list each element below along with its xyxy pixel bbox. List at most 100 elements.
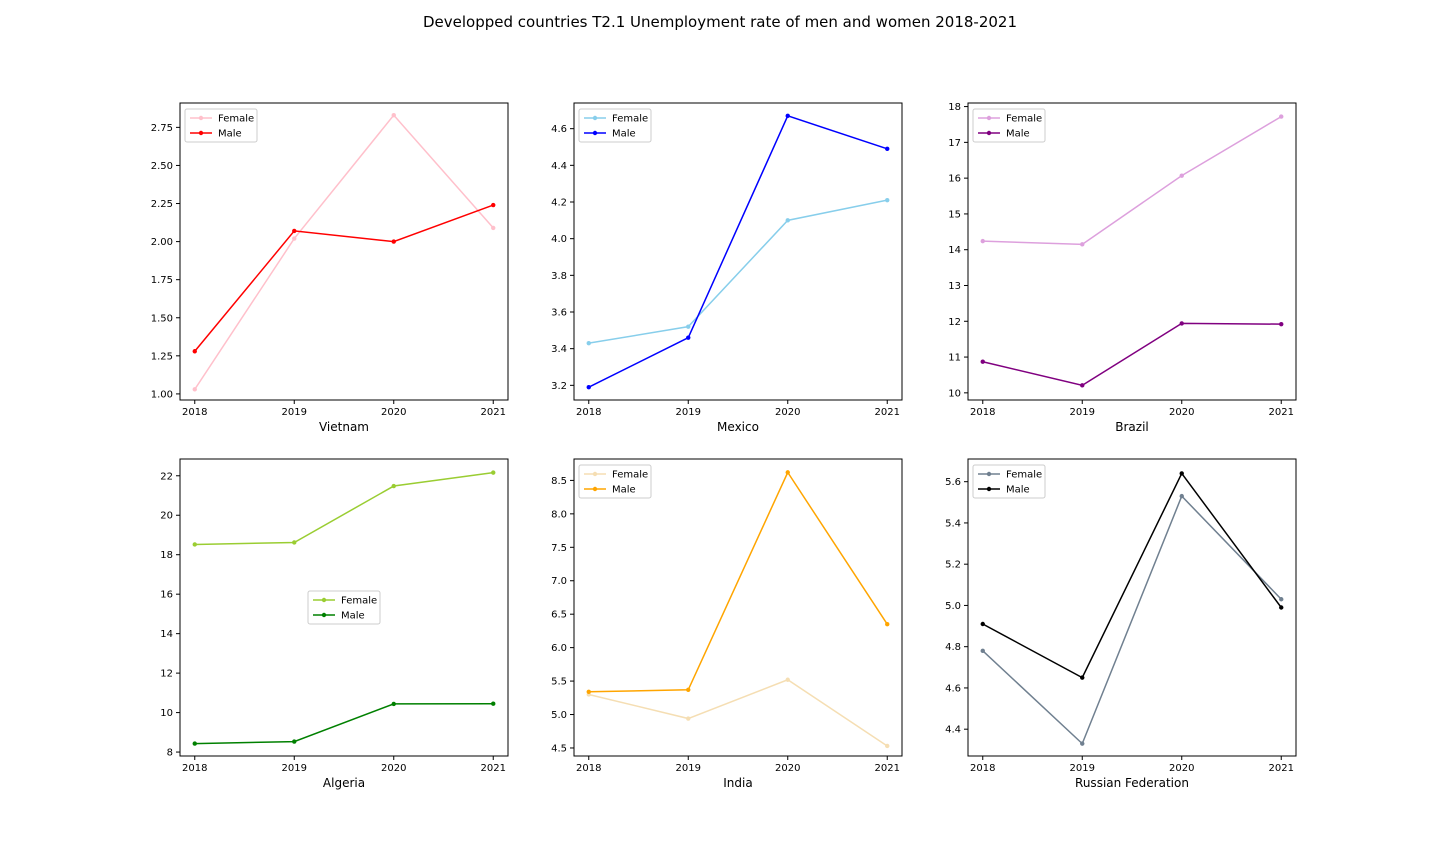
- y-tick-label: 3.2: [551, 381, 567, 392]
- x-axis-label: Russian Federation: [1075, 776, 1189, 790]
- x-tick-label: 2018: [576, 763, 601, 774]
- legend-marker-female: [592, 471, 598, 477]
- x-tick-label: 2019: [676, 407, 701, 418]
- x-tick-label: 2018: [970, 763, 995, 774]
- subplot-brazil: 2018 2019 2020 2021 10 11 12 13 14 15 16 17 18 Brazil…: [948, 102, 1297, 434]
- data-point-female: [1080, 741, 1085, 746]
- series-line-male: [194, 204, 494, 352]
- y-tick-label: 4.6: [945, 683, 961, 694]
- subplot-russian-federation: 2018 2019 2020 2021 4.4 4.6 4.8 5.0 5.2 5.4 5.6 Rus…: [945, 458, 1297, 790]
- data-point-male: [686, 687, 691, 692]
- data-point-female: [1279, 114, 1284, 119]
- x-axis-label: India: [723, 776, 752, 790]
- y-tick-label: 12: [160, 669, 173, 680]
- legend: Female Male: [578, 108, 652, 143]
- y-tick-label: 11: [948, 353, 961, 364]
- data-point-male: [491, 202, 496, 208]
- x-tick-label: 2020: [1169, 407, 1194, 418]
- data-point-male: [586, 689, 591, 694]
- x-axis-label: Vietnam: [319, 420, 369, 434]
- y-tick-label: 4.8: [945, 642, 961, 653]
- legend-marker-male: [592, 130, 598, 136]
- y-tick-label: 4.4: [551, 161, 567, 172]
- data-point-female: [980, 238, 985, 244]
- data-point-male: [1279, 605, 1284, 610]
- legend-label-male: Male: [218, 129, 242, 140]
- legend-marker-male: [321, 612, 327, 618]
- y-tick-label: 5.2: [945, 560, 961, 571]
- y-tick-label: 4.6: [551, 124, 567, 135]
- y-tick-label: 12: [948, 317, 961, 328]
- data-point-female: [192, 542, 197, 547]
- x-tick-label: 2019: [282, 763, 307, 774]
- legend-marker-male: [986, 130, 992, 136]
- y-tick-label: 8.0: [551, 509, 567, 520]
- data-point-female: [885, 197, 890, 203]
- data-point-female: [785, 677, 790, 682]
- legend: Female Male: [184, 108, 258, 143]
- data-point-male: [885, 622, 890, 627]
- legend-label-female: Female: [1006, 470, 1042, 481]
- y-tick-label: 16: [948, 174, 961, 185]
- y-tick-label: 14: [160, 629, 173, 640]
- data-point-female: [292, 236, 297, 241]
- data-point-female: [1179, 173, 1184, 178]
- x-tick-label: 2019: [282, 407, 307, 418]
- y-tick-label: 18: [948, 102, 961, 113]
- y-tick-label: 5.5: [551, 677, 567, 688]
- y-tick-label: 2.00: [151, 237, 173, 248]
- y-tick-label: 1.75: [151, 275, 173, 286]
- data-point-male: [686, 335, 691, 340]
- y-tick-label: 3.8: [551, 271, 567, 282]
- y-tick-label: 3.4: [551, 344, 567, 355]
- data-point-female: [292, 540, 297, 545]
- data-point-male: [192, 741, 197, 746]
- legend-marker-male: [592, 486, 598, 492]
- x-axis-label: Algeria: [323, 776, 365, 790]
- legend-marker-male: [986, 486, 992, 492]
- legend-marker-female: [986, 115, 992, 121]
- series-line-female: [982, 494, 1282, 745]
- y-tick-label: 15: [948, 209, 961, 220]
- y-tick-label: 5.4: [945, 518, 961, 529]
- legend-marker-female: [198, 115, 204, 121]
- data-point-male: [885, 146, 890, 152]
- subplot-india: 2018 2019 2020 2021 4.5 5.0 5.5 6.0 6.5 7.0 7.5 8.0…: [551, 458, 903, 790]
- legend: Female Male: [578, 464, 652, 499]
- data-point-male: [980, 621, 985, 627]
- series-line-male: [982, 471, 1282, 679]
- series-line-female: [982, 115, 1282, 246]
- legend-label-male: Male: [1006, 485, 1030, 496]
- axes-frame: [179, 458, 509, 757]
- data-point-female: [1279, 597, 1284, 602]
- y-tick-label: 7.0: [551, 576, 567, 587]
- y-tick-label: 1.25: [151, 351, 173, 362]
- axes-frame: [967, 102, 1297, 401]
- legend-label-male: Male: [612, 485, 636, 496]
- x-tick-label: 2019: [676, 763, 701, 774]
- x-tick-label: 2019: [1070, 407, 1095, 418]
- x-tick-label: 2020: [775, 407, 800, 418]
- y-tick-label: 5.6: [945, 477, 961, 488]
- legend-label-female: Female: [612, 114, 648, 125]
- y-tick-label: 10: [948, 388, 961, 399]
- series-line-female: [588, 678, 888, 747]
- x-tick-label: 2020: [381, 763, 406, 774]
- y-tick-label: 8.5: [551, 476, 567, 487]
- axes-frame: [967, 458, 1297, 757]
- data-point-female: [192, 387, 197, 392]
- y-tick-label: 14: [948, 245, 961, 256]
- data-point-male: [491, 701, 496, 706]
- series-line-male: [588, 470, 888, 693]
- data-point-male: [785, 470, 790, 475]
- y-tick-label: 2.75: [151, 123, 173, 134]
- data-point-female: [1080, 242, 1085, 247]
- data-point-male: [1179, 471, 1184, 476]
- y-tick-label: 16: [160, 590, 173, 601]
- y-tick-label: 7.5: [551, 543, 567, 554]
- y-tick-label: 17: [948, 138, 961, 149]
- x-tick-label: 2021: [481, 407, 506, 418]
- series-line-female: [588, 199, 888, 344]
- legend-label-male: Male: [612, 129, 636, 140]
